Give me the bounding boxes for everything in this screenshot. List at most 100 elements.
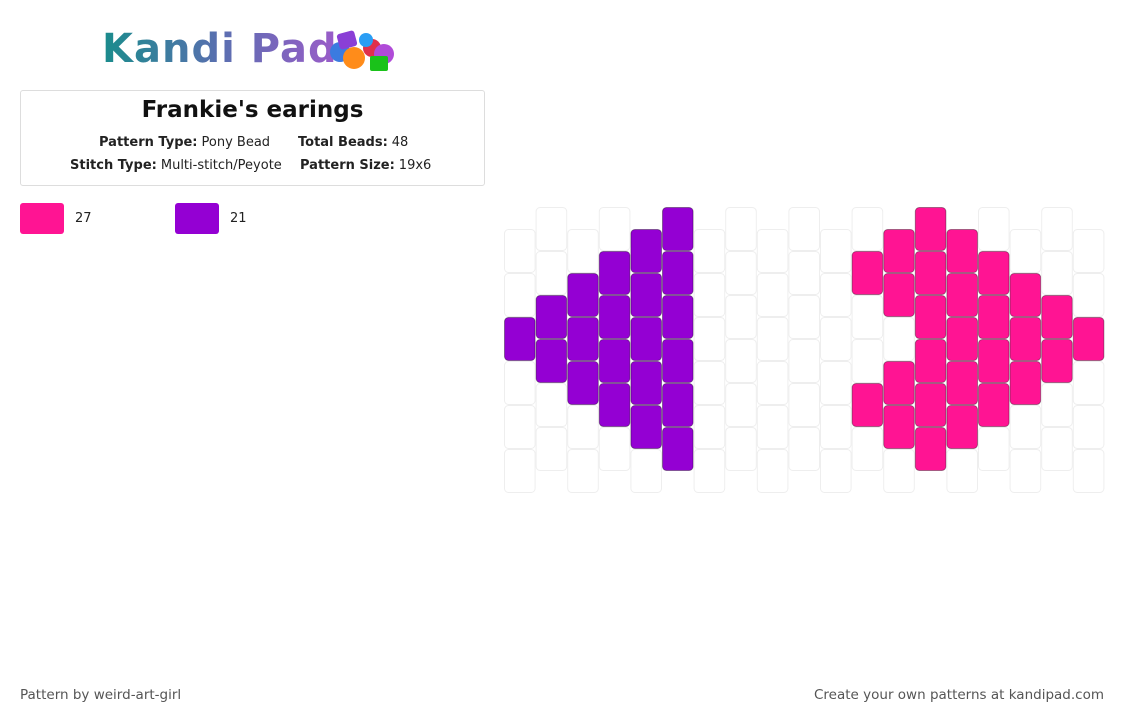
bead xyxy=(756,273,789,317)
bead xyxy=(914,427,947,471)
bead xyxy=(535,251,568,295)
bead xyxy=(851,383,884,427)
field-label: Total Beads: xyxy=(298,135,388,150)
bead xyxy=(820,361,852,405)
bead xyxy=(756,229,789,273)
info-box: Frankie's earings Pattern Type: Pony Bead… xyxy=(20,90,485,186)
bead xyxy=(883,317,915,361)
bead xyxy=(567,273,599,317)
bead xyxy=(1009,449,1042,493)
bead xyxy=(504,405,536,449)
bead xyxy=(914,295,947,339)
bead xyxy=(725,339,757,383)
bead xyxy=(788,207,820,251)
bead xyxy=(756,449,789,493)
bead xyxy=(535,207,568,251)
bead xyxy=(504,361,536,405)
bead xyxy=(756,405,789,449)
bead xyxy=(946,273,978,317)
bead xyxy=(946,449,978,493)
bead xyxy=(978,427,1010,471)
bead xyxy=(883,229,915,273)
bead xyxy=(851,427,884,471)
bead xyxy=(788,251,820,295)
bead xyxy=(851,339,884,383)
legend-swatch xyxy=(20,203,64,234)
bead xyxy=(662,427,694,471)
bead xyxy=(598,383,631,427)
bead xyxy=(535,295,568,339)
bead xyxy=(978,339,1010,383)
bead-grid xyxy=(504,207,1105,493)
bead xyxy=(693,273,726,317)
bead xyxy=(504,229,536,273)
bead xyxy=(914,339,947,383)
bead xyxy=(756,317,789,361)
bead xyxy=(978,207,1010,251)
bead xyxy=(662,295,694,339)
bead xyxy=(820,273,852,317)
legend-count: 27 xyxy=(75,211,92,226)
bead xyxy=(1072,361,1105,405)
bead xyxy=(630,229,662,273)
bead xyxy=(756,361,789,405)
bead xyxy=(1041,207,1073,251)
legend-swatch xyxy=(175,203,219,234)
bead xyxy=(1009,317,1042,361)
footer-link: Create your own patterns at kandipad.com xyxy=(814,687,1104,703)
bead xyxy=(1009,229,1042,273)
bead xyxy=(946,229,978,273)
bead xyxy=(883,449,915,493)
bead xyxy=(567,317,599,361)
bead xyxy=(693,229,726,273)
bead xyxy=(788,295,820,339)
field: Pattern Size: 19x6 xyxy=(300,158,431,173)
bead xyxy=(662,383,694,427)
bead xyxy=(851,295,884,339)
bead xyxy=(630,405,662,449)
bead xyxy=(851,207,884,251)
bead xyxy=(725,295,757,339)
bead xyxy=(914,207,947,251)
logo-text: Kandi Pad xyxy=(102,26,338,72)
bead xyxy=(1072,229,1105,273)
bead xyxy=(1072,405,1105,449)
logo-icon xyxy=(330,30,394,71)
bead xyxy=(978,295,1010,339)
bead xyxy=(978,251,1010,295)
bead xyxy=(662,339,694,383)
bead xyxy=(1009,273,1042,317)
bead xyxy=(851,251,884,295)
bead xyxy=(598,295,631,339)
bead xyxy=(662,207,694,251)
bead xyxy=(567,229,599,273)
bead xyxy=(693,449,726,493)
legend-count: 21 xyxy=(230,211,247,226)
bead xyxy=(693,361,726,405)
bead xyxy=(504,273,536,317)
field: Pattern Type: Pony Bead xyxy=(99,135,270,150)
bead xyxy=(1041,383,1073,427)
bead xyxy=(662,251,694,295)
bead xyxy=(1009,405,1042,449)
bead xyxy=(1041,427,1073,471)
bead xyxy=(567,449,599,493)
bead xyxy=(598,207,631,251)
bead xyxy=(914,383,947,427)
bead xyxy=(978,383,1010,427)
footer-credit: Pattern by weird-art-girl xyxy=(20,687,182,703)
bead xyxy=(788,427,820,471)
bead xyxy=(1072,273,1105,317)
field-label: Stitch Type: xyxy=(70,158,157,173)
bead xyxy=(1072,317,1105,361)
bead xyxy=(725,251,757,295)
bead xyxy=(535,339,568,383)
field-label: Pattern Type: xyxy=(99,135,198,150)
bead xyxy=(820,449,852,493)
pattern-title: Frankie's earings xyxy=(141,97,364,123)
bead xyxy=(725,383,757,427)
bead xyxy=(504,449,536,493)
bead xyxy=(788,339,820,383)
bead xyxy=(914,251,947,295)
